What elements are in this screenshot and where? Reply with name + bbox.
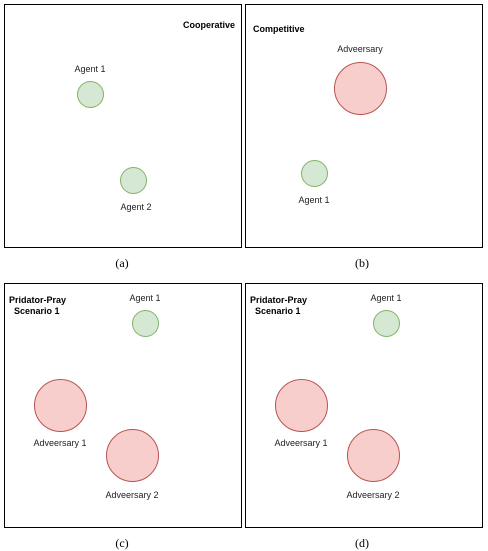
- panel-a: Cooperative Agent 1 Agent 2: [4, 4, 242, 248]
- agent-1-label: Agent 1: [129, 293, 161, 303]
- panel-d: Pridator-Pray Scenario 1 Agent 1 Adveers…: [245, 283, 483, 528]
- agent-1-circle: [373, 310, 400, 337]
- adversary-label: Adveersary: [337, 44, 383, 54]
- caption-b: (b): [355, 256, 369, 270]
- adversary-2-circle: [106, 429, 159, 482]
- agent-2-label: Agent 2: [120, 202, 152, 212]
- adversary-1-circle: [275, 379, 328, 432]
- adversary-1-label: Adveersary 1: [33, 438, 87, 448]
- agent-1-label: Agent 1: [74, 64, 106, 74]
- caption-a: (a): [115, 256, 129, 270]
- agent-1-label: Agent 1: [370, 293, 402, 303]
- agent-1-label: Agent 1: [298, 195, 330, 205]
- agent-2-circle: [120, 167, 147, 194]
- panel-c-title: Pridator-Pray Scenario 1: [9, 295, 67, 316]
- panel-a-title: Cooperative: [183, 20, 236, 30]
- agent-1-circle: [132, 310, 159, 337]
- panel-b-title: Competitive: [253, 24, 305, 34]
- adversary-2-label: Adveersary 2: [346, 490, 400, 500]
- panel-c: Pridator-Pray Scenario 1 Agent 1 Adveers…: [4, 283, 242, 528]
- caption-c: (c): [115, 536, 129, 550]
- adversary-circle: [334, 62, 387, 115]
- agent-1-circle: [77, 81, 104, 108]
- panel-d-title: Pridator-Pray Scenario 1: [250, 295, 308, 316]
- adversary-1-circle: [34, 379, 87, 432]
- panel-b: Competitive Adveersary Agent 1: [245, 4, 483, 248]
- adversary-1-label: Adveersary 1: [274, 438, 328, 448]
- agent-1-circle: [301, 160, 328, 187]
- caption-d: (d): [355, 536, 369, 550]
- adversary-2-label: Adveersary 2: [105, 490, 159, 500]
- adversary-2-circle: [347, 429, 400, 482]
